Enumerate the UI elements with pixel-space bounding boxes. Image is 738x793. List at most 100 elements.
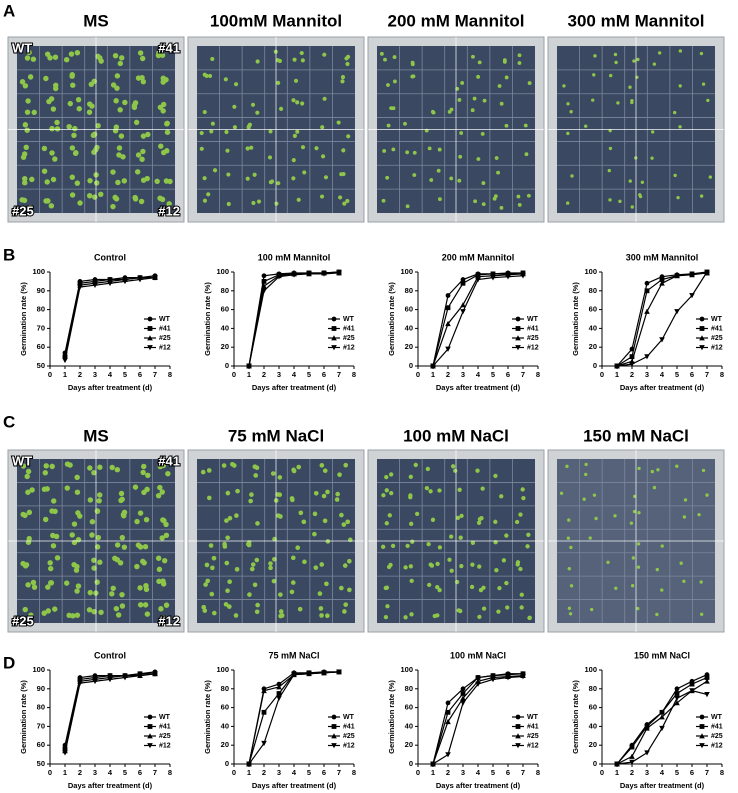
seedling xyxy=(628,179,632,183)
x-tick-label: 2 xyxy=(446,370,450,379)
data-point xyxy=(614,761,620,767)
x-tick-label: 7 xyxy=(337,768,341,777)
seedling xyxy=(42,470,49,476)
seedling xyxy=(410,60,415,65)
seedling xyxy=(289,496,295,501)
seedling xyxy=(255,59,260,64)
seedling xyxy=(113,124,120,130)
chart-title: 300 mM Mannitol xyxy=(626,252,699,262)
x-axis-label: Days after treatment (d) xyxy=(620,781,705,790)
y-tick-label: 0 xyxy=(593,361,597,370)
seedling xyxy=(700,612,704,616)
y-tick-label: 100 xyxy=(400,267,413,276)
seedling xyxy=(319,463,325,468)
data-point xyxy=(445,305,451,311)
seedling xyxy=(31,109,37,116)
seedling xyxy=(203,582,208,587)
seedling xyxy=(140,469,146,476)
corner-label: #12 xyxy=(158,203,180,218)
y-tick-label: 80 xyxy=(221,286,229,295)
seedling xyxy=(48,203,55,209)
y-tick-label: 20 xyxy=(405,740,413,749)
seedling xyxy=(86,101,93,107)
seedling xyxy=(202,72,207,77)
seedling xyxy=(76,106,82,112)
seedling xyxy=(159,52,166,58)
seedling xyxy=(233,613,239,618)
seedling xyxy=(22,512,28,519)
seedling xyxy=(630,100,634,105)
data-point xyxy=(659,277,665,282)
seedling xyxy=(134,518,140,525)
legend-label: #25 xyxy=(711,335,723,342)
seedling xyxy=(19,197,25,203)
x-tick-label: 3 xyxy=(277,768,281,777)
seedling xyxy=(225,490,231,496)
seedling xyxy=(121,178,128,184)
corner-label: #12 xyxy=(158,613,180,628)
x-tick-label: 4 xyxy=(292,370,297,379)
seedling xyxy=(278,106,284,111)
seedling xyxy=(408,564,413,569)
seedling xyxy=(267,155,273,160)
seedling xyxy=(47,580,54,586)
seedling xyxy=(22,122,29,128)
seedling xyxy=(54,555,61,561)
tray-photo xyxy=(7,449,185,633)
series-line xyxy=(432,675,524,765)
seedling xyxy=(251,200,256,206)
data-point xyxy=(644,288,650,294)
data-point xyxy=(306,271,312,277)
seedling xyxy=(226,172,231,177)
data-point xyxy=(460,686,466,692)
data-point xyxy=(246,761,252,767)
x-tick-label: 5 xyxy=(123,370,127,379)
x-tick-label: 1 xyxy=(431,370,435,379)
data-point xyxy=(261,279,267,284)
data-point xyxy=(629,753,635,759)
seedling xyxy=(499,494,504,499)
legend-marker xyxy=(699,316,705,322)
seedling xyxy=(210,565,215,571)
seedling xyxy=(117,60,124,67)
y-tick-label: 70 xyxy=(37,323,45,332)
photo-title: 300 mM Mannitol xyxy=(568,11,705,30)
legend-marker xyxy=(331,714,337,720)
seedling xyxy=(94,180,100,186)
seedling xyxy=(650,469,654,474)
seedling xyxy=(268,180,273,185)
seedling xyxy=(253,473,259,478)
seedling xyxy=(475,468,480,473)
y-axis-label: Germination rate (%) xyxy=(19,680,28,754)
seedling xyxy=(110,169,116,175)
seedling xyxy=(272,556,277,562)
seedling xyxy=(672,110,677,115)
y-tick-label: 60 xyxy=(37,342,45,351)
seedling xyxy=(142,602,149,608)
legend-marker xyxy=(147,743,153,749)
seedling xyxy=(341,171,346,177)
seedling xyxy=(459,513,464,519)
seedling xyxy=(683,498,688,502)
legend-marker xyxy=(331,743,337,749)
seedling xyxy=(210,56,215,62)
seedling xyxy=(566,102,570,106)
seedling xyxy=(247,592,252,597)
seedling xyxy=(291,158,296,163)
legend-label: #12 xyxy=(527,742,539,749)
seedling xyxy=(676,195,680,200)
x-tick-label: 1 xyxy=(63,370,67,379)
seedling xyxy=(678,49,683,53)
seedling xyxy=(227,579,232,585)
y-tick-label: 60 xyxy=(37,740,45,749)
seedling xyxy=(449,176,454,181)
y-tick-label: 80 xyxy=(405,286,413,295)
seedling xyxy=(296,464,302,470)
x-tick-label: 8 xyxy=(720,370,724,379)
seedling xyxy=(458,608,463,614)
legend-marker xyxy=(515,733,521,739)
seedling xyxy=(27,74,34,80)
seedling xyxy=(630,584,635,588)
seedling xyxy=(44,179,50,185)
seedling xyxy=(158,606,164,612)
